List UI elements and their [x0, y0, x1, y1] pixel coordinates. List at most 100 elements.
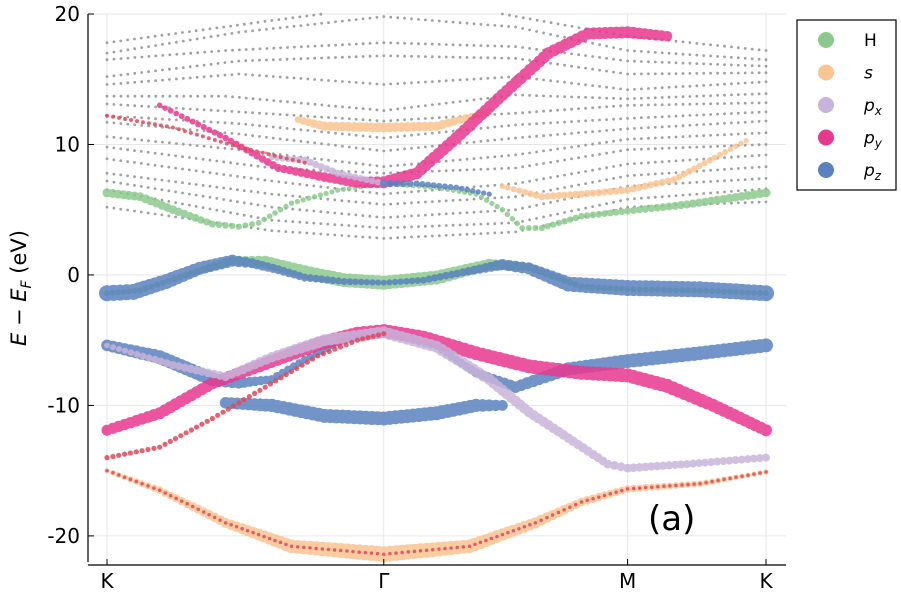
background-band-point: [195, 108, 199, 111]
background-band-point: [105, 94, 109, 98]
band-point-pz: [312, 274, 320, 283]
background-band-point: [743, 201, 747, 205]
background-band-point: [479, 22, 483, 26]
background-band-point: [695, 94, 699, 98]
band-point-pz: [497, 400, 508, 411]
background-band-point: [626, 49, 629, 52]
background-band-point: [598, 105, 601, 109]
background-band-point: [743, 101, 747, 105]
background-band-point: [556, 108, 559, 112]
band-point-py: [196, 507, 200, 512]
background-band-point: [591, 55, 594, 58]
background-band-point: [723, 71, 726, 75]
background-band-point: [242, 175, 246, 179]
background-band-point: [396, 202, 400, 206]
background-band-point: [451, 20, 455, 24]
background-band-point: [312, 13, 316, 17]
background-band-point: [167, 200, 171, 203]
background-band-point: [291, 182, 295, 185]
band-point-pz: [481, 190, 487, 196]
background-band-point: [695, 158, 699, 161]
background-band-point: [764, 153, 768, 157]
background-band-point: [195, 64, 199, 68]
background-band-point: [500, 167, 504, 170]
background-band-point: [215, 159, 219, 163]
background-band-point: [140, 116, 144, 120]
band-point-py: [252, 390, 258, 396]
background-band-point: [167, 179, 171, 183]
background-band-point: [605, 56, 608, 60]
background-band-point: [549, 61, 552, 65]
background-band-point: [535, 30, 538, 33]
band-point-H: [277, 206, 284, 213]
background-band-point: [507, 154, 510, 157]
band-point-py: [760, 424, 772, 437]
band-point-H: [283, 203, 289, 210]
band-point-py: [105, 468, 109, 473]
band-point-py: [170, 125, 175, 130]
background-band-point: [598, 118, 601, 122]
background-band-point: [403, 54, 406, 58]
axes: [87, 13, 786, 566]
background-band-point: [154, 69, 158, 73]
band-point-py: [116, 452, 122, 458]
background-band-point: [577, 82, 580, 86]
background-band-point: [730, 112, 733, 115]
background-band-point: [182, 52, 186, 56]
background-band-point: [723, 144, 726, 148]
background-band-point: [174, 180, 178, 184]
background-band-point: [619, 138, 622, 142]
background-band-point: [723, 102, 726, 105]
background-band-point: [389, 226, 393, 230]
series-s: [499, 138, 749, 201]
band-point-py: [357, 550, 361, 554]
background-band-point: [153, 177, 157, 181]
background-band-point: [189, 51, 193, 55]
background-band-point: [278, 113, 282, 116]
background-band-point: [160, 178, 164, 182]
band-point-py: [443, 546, 447, 551]
background-band-point: [723, 112, 726, 116]
band-point-H: [346, 185, 352, 192]
background-band-point: [605, 69, 608, 73]
background-band-point: [598, 56, 601, 59]
background-band-point: [667, 115, 671, 118]
background-band-point: [535, 77, 538, 81]
background-band-point: [306, 114, 310, 118]
band-point-py: [278, 540, 283, 545]
background-band-point: [188, 203, 191, 207]
background-band-point: [271, 75, 275, 78]
band-point-py: [412, 549, 417, 554]
band-point-H: [235, 223, 242, 230]
background-band-point: [126, 81, 130, 85]
background-band-point: [584, 106, 587, 110]
background-band-point: [674, 194, 678, 198]
background-band-point: [521, 16, 525, 20]
background-band-point: [424, 117, 427, 120]
background-band-point: [507, 166, 510, 170]
background-band-point: [486, 184, 490, 188]
band-point-H: [635, 206, 644, 214]
band-point-pz: [419, 181, 426, 188]
background-band-point: [716, 112, 719, 116]
background-band-point: [736, 167, 740, 170]
background-band-point: [757, 143, 761, 147]
background-band-point: [688, 114, 692, 117]
band-point-px: [368, 177, 376, 185]
background-band-point: [168, 67, 171, 71]
background-band-point: [702, 192, 706, 195]
background-band-point: [105, 171, 109, 175]
band-point-H: [272, 210, 278, 216]
background-band-point: [291, 194, 295, 198]
background-band-point: [660, 160, 664, 164]
background-band-point: [556, 121, 559, 124]
background-band-point: [424, 132, 427, 136]
band-point-py: [734, 475, 738, 480]
background-band-point: [319, 185, 323, 189]
background-band-point: [368, 82, 372, 85]
background-band-point: [188, 128, 192, 132]
background-band-point: [181, 66, 185, 69]
band-point-py: [224, 141, 229, 146]
background-band-point: [542, 149, 545, 153]
